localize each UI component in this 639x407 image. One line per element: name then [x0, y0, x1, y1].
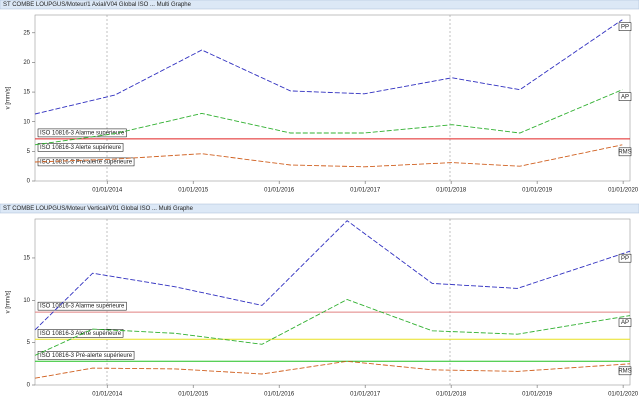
x-tick-label: 01/01/2015: [178, 392, 209, 398]
series-end-box: [618, 92, 632, 101]
x-tick-label: 01/01/2019: [522, 188, 553, 194]
series-end-box: [618, 253, 632, 263]
limit-label-box: [37, 329, 124, 338]
series-end-label: RMS: [618, 149, 631, 155]
y-axis-label: v [mm/s]: [6, 86, 12, 109]
series-line: [34, 220, 631, 331]
title-bar: [0, 203, 639, 214]
y-tick-label: 5: [27, 340, 31, 346]
x-tick-label: 01/01/2016: [264, 392, 295, 398]
x-tick-label: 01/01/2017: [350, 188, 381, 194]
series-line: [34, 19, 623, 115]
y-tick-label: 10: [23, 298, 30, 304]
series-end-label: PP: [621, 256, 629, 262]
limit-label: ISO 10816-3 Alerte supérieure: [40, 331, 122, 337]
y-tick-label: 20: [23, 60, 30, 66]
x-tick-label: 01/01/2016: [264, 188, 295, 194]
x-tick-label: 01/01/2019: [522, 392, 553, 398]
series-end-box: [618, 147, 632, 157]
y-tick-label: 0: [27, 179, 31, 185]
series-end-label: RMS: [618, 368, 631, 374]
limit-label-box: [37, 301, 127, 311]
series-end-box: [618, 366, 632, 376]
x-tick-label: 01/01/2014: [92, 392, 123, 398]
series-end-label: PP: [621, 24, 629, 30]
limit-label: ISO 10816-3 Pré-alerte supérieure: [40, 159, 133, 165]
x-tick-label: 01/01/2015: [178, 188, 209, 194]
series-line: [34, 299, 631, 356]
panel-title[interactable]: ST COMBE LOUPGUS/Moteur Vertical/V01 Glo…: [3, 206, 194, 212]
limit-label: ISO 10816-3 Pré-alerte supérieure: [40, 353, 133, 359]
plot-area: [34, 14, 631, 182]
limit-label: ISO 10816-3 Alerte supérieure: [40, 145, 122, 151]
series-end-box: [618, 318, 632, 327]
series-line: [34, 89, 623, 146]
y-tick-label: 15: [23, 90, 30, 96]
limit-label-box: [37, 143, 124, 152]
x-tick-label: 01/01/2018: [436, 188, 467, 194]
x-tick-label: 01/01/2014: [92, 188, 123, 194]
title-bar: [0, 0, 639, 10]
y-tick-label: 5: [27, 149, 31, 155]
x-tick-label: 01/01/2020: [608, 188, 639, 194]
series-end-label: AP: [621, 320, 629, 326]
x-tick-label: 01/01/2020: [608, 392, 639, 398]
x-tick-label: 01/01/2018: [436, 392, 467, 398]
y-tick-label: 25: [23, 30, 30, 36]
limit-label-box: [37, 351, 135, 360]
series-line: [34, 360, 631, 379]
series-line: [34, 144, 623, 168]
limit-label: ISO 10816-3 Alarme supérieure: [40, 304, 125, 310]
y-axis-label: v [mm/s]: [6, 290, 12, 313]
x-tick-label: 01/01/2017: [350, 392, 381, 398]
series-end-label: AP: [621, 94, 629, 100]
y-tick-label: 15: [23, 256, 30, 262]
limit-label: ISO 10816-3 Alarme supérieure: [40, 130, 125, 136]
panel-title[interactable]: ST COMBE LOUPGUS/Moteur/1 Axial/V04 Glob…: [3, 2, 192, 8]
y-tick-label: 0: [27, 383, 31, 389]
series-end-box: [618, 22, 632, 31]
y-tick-label: 10: [23, 119, 30, 125]
limit-label-box: [37, 128, 127, 138]
